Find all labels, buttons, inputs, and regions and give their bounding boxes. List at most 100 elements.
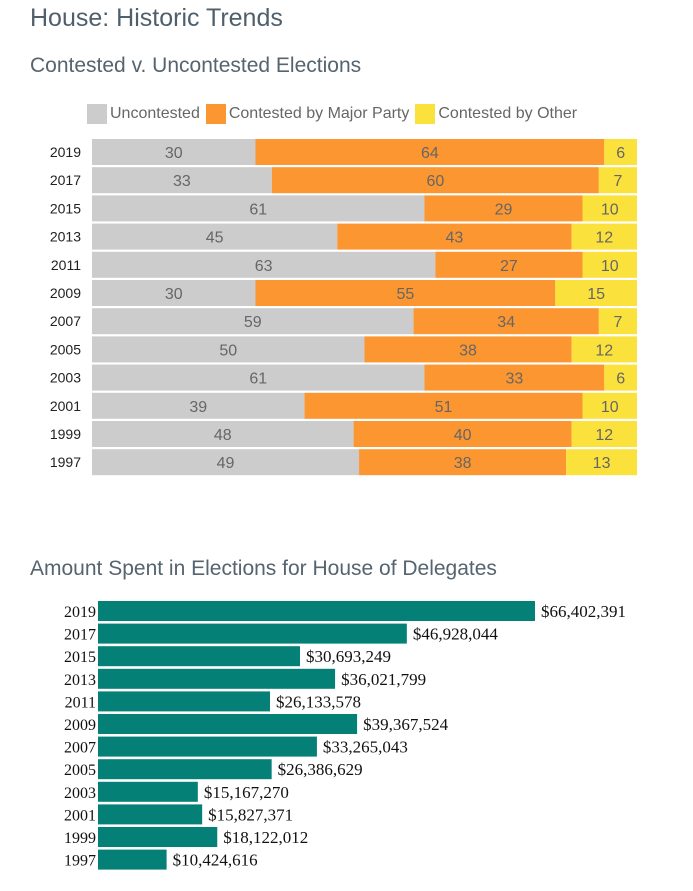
spending-bar[interactable] [98, 849, 167, 870]
spending-bar[interactable] [98, 827, 218, 847]
spending-bar[interactable] [98, 691, 270, 712]
bar-major-party[interactable] [364, 336, 572, 363]
data-label: 38 [459, 342, 477, 359]
data-label: 49 [217, 455, 235, 472]
y-tick-label: 1999 [64, 830, 96, 847]
y-tick-label: 2017 [64, 627, 96, 644]
legend-swatch-other [415, 104, 436, 124]
spending-bar[interactable] [98, 623, 407, 644]
legend-label-major-party: Contested by Major Party [228, 105, 410, 122]
bar-other[interactable] [582, 392, 638, 419]
data-label: 55 [396, 286, 414, 303]
data-label: 10 [601, 201, 619, 218]
data-label: 10 [601, 399, 619, 416]
legend-label-other: Contested by Other [438, 105, 578, 122]
y-tick-label: 2017 [50, 172, 81, 188]
contested-stacked-bar-chart: 2019 30 64 6 2017 33 60 7 2015 61 29 10 2013 45 43 12 20… [50, 139, 638, 476]
bar-major-party[interactable] [359, 449, 567, 476]
bar-uncontested[interactable] [92, 167, 272, 194]
spending-bar[interactable] [98, 601, 535, 621]
bar-major-party[interactable] [413, 308, 599, 335]
bar-major-party[interactable] [424, 195, 583, 222]
bar-uncontested[interactable] [92, 280, 256, 306]
spending-bar[interactable] [98, 759, 272, 780]
data-label: 33 [173, 173, 191, 190]
bar-other[interactable] [566, 449, 637, 476]
bar-uncontested[interactable] [92, 449, 360, 476]
y-tick-label: 2005 [50, 341, 81, 357]
y-tick-label: 2013 [64, 672, 96, 689]
y-tick-label: 2019 [50, 144, 81, 160]
bar-major-party[interactable] [304, 392, 583, 419]
bar-uncontested[interactable] [92, 308, 414, 335]
bar-other[interactable] [571, 223, 637, 250]
spending-bar[interactable] [98, 804, 203, 825]
y-tick-label: 2001 [64, 807, 96, 824]
bar-other[interactable] [582, 195, 638, 222]
data-label: 45 [206, 230, 224, 247]
bar-uncontested[interactable] [92, 364, 425, 391]
bar-other[interactable] [571, 421, 637, 447]
bar-other[interactable] [582, 251, 638, 278]
data-label: 64 [421, 145, 439, 162]
y-tick-label: 2007 [50, 313, 81, 329]
bar-other[interactable] [604, 364, 637, 391]
y-tick-label: 2001 [50, 398, 81, 414]
legend-swatch-uncontested [87, 104, 107, 124]
y-tick-label: 2013 [50, 229, 81, 245]
bar-uncontested[interactable] [92, 392, 305, 419]
data-label: 61 [249, 371, 267, 388]
data-label: 43 [446, 230, 464, 247]
spending-chart-area: 2019 $66,402,391 2017 $46,928,044 2015 $30,69… [0, 595, 638, 875]
data-label: 29 [495, 201, 513, 218]
spending-bar[interactable] [98, 668, 336, 689]
y-tick-label: 2011 [65, 694, 96, 711]
bar-major-party[interactable] [435, 251, 583, 278]
data-label: $15,827,371 [208, 805, 293, 824]
data-label: 6 [616, 371, 625, 388]
spending-bar[interactable] [98, 646, 300, 667]
bar-major-party[interactable] [271, 167, 599, 194]
data-label: $10,424,616 [173, 851, 258, 870]
data-label: 15 [587, 286, 605, 303]
legend-label-uncontested: Uncontested [110, 105, 200, 122]
data-label: $15,167,270 [204, 783, 289, 802]
bar-other[interactable] [571, 336, 637, 363]
bar-other[interactable] [604, 139, 637, 165]
y-tick-label: 2019 [64, 604, 96, 621]
bar-major-party[interactable] [255, 280, 556, 306]
legend-item-other[interactable]: Contested by Other [415, 104, 577, 124]
data-label: $33,265,043 [323, 738, 408, 757]
legend-item-major-party[interactable]: Contested by Major Party [205, 104, 410, 124]
data-label: 6 [616, 145, 625, 162]
bar-other[interactable] [598, 308, 637, 335]
data-label: 38 [454, 455, 472, 472]
bar-uncontested[interactable] [92, 421, 354, 447]
data-label: 12 [595, 427, 613, 444]
legend-item-uncontested[interactable]: Uncontested [87, 104, 200, 124]
spending-bar[interactable] [98, 781, 198, 802]
contested-legend: Uncontested Contested by Major Party Con… [87, 102, 583, 126]
spending-bar[interactable] [98, 736, 317, 757]
bar-uncontested[interactable] [92, 195, 425, 222]
data-label: 59 [244, 314, 262, 331]
contested-chart-title: Contested v. Uncontested Elections [30, 54, 362, 77]
bar-uncontested[interactable] [92, 251, 436, 278]
bar-uncontested[interactable] [92, 223, 338, 250]
data-label: 33 [505, 371, 523, 388]
spending-bar[interactable] [98, 714, 358, 734]
bar-uncontested[interactable] [92, 139, 256, 165]
bar-other[interactable] [555, 280, 637, 306]
y-tick-label: 1997 [50, 454, 81, 470]
data-label: 51 [435, 399, 453, 416]
bar-major-party[interactable] [337, 223, 572, 250]
bar-major-party[interactable] [353, 421, 572, 447]
data-label: $36,021,799 [341, 670, 426, 689]
bar-major-party[interactable] [424, 364, 605, 391]
bar-other[interactable] [598, 167, 637, 194]
data-label: $30,693,249 [306, 647, 391, 666]
data-label: 34 [497, 314, 515, 331]
bar-uncontested[interactable] [92, 336, 365, 363]
bar-major-party[interactable] [255, 139, 605, 165]
data-label: $18,122,012 [223, 828, 308, 847]
